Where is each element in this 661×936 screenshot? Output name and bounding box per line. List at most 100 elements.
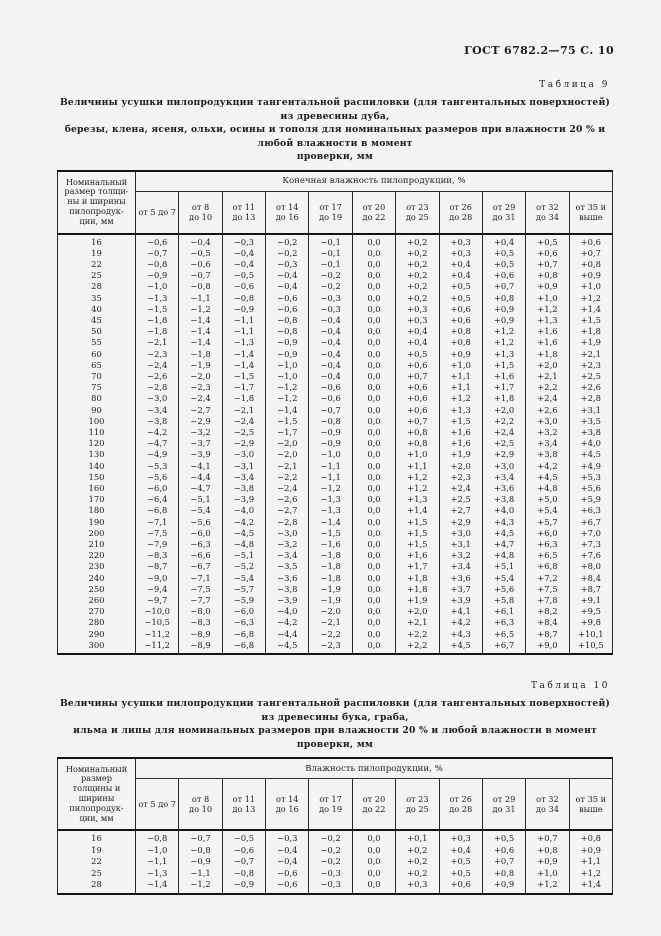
shrinkage-value-cell: −1,2 bbox=[308, 482, 353, 495]
shrinkage-value-cell: −0,2 bbox=[308, 856, 353, 868]
shrinkage-value-cell: +3,1 bbox=[438, 538, 483, 551]
shrinkage-value-cell: −1,4 bbox=[221, 348, 267, 360]
shrinkage-value-cell: +0,2 bbox=[395, 247, 440, 259]
shrinkage-value-cell: −3,1 bbox=[221, 460, 267, 472]
shrinkage-value-cell: +0,7 bbox=[395, 415, 440, 427]
shrinkage-value-cell: −0,4 bbox=[221, 247, 267, 259]
shrinkage-value-cell: +1,2 bbox=[395, 482, 440, 495]
shrinkage-value-cell: +2,6 bbox=[568, 382, 614, 394]
table-9-block: Таблица 9 Величины усушки пилопродукции … bbox=[57, 0, 614, 656]
shrinkage-value-cell: 0,0 bbox=[351, 595, 397, 607]
shrinkage-value-cell: −0,8 bbox=[178, 844, 223, 857]
shrinkage-value-cell: −7,9 bbox=[134, 538, 180, 551]
shrinkage-value-cell: −5,3 bbox=[134, 460, 180, 472]
shrinkage-value-cell: −2,3 bbox=[308, 639, 353, 655]
shrinkage-value-cell: +0,6 bbox=[525, 247, 570, 259]
shrinkage-value-cell: −1,8 bbox=[308, 561, 353, 573]
shrinkage-value-cell: −0,7 bbox=[134, 247, 180, 259]
nominal-size-cell: 290 bbox=[57, 628, 136, 640]
shrinkage-value-cell: −3,0 bbox=[221, 449, 267, 461]
shrinkage-value-cell: −0,2 bbox=[265, 233, 310, 248]
shrinkage-value-cell: −11,2 bbox=[134, 639, 180, 655]
shrinkage-value-cell: +0,2 bbox=[395, 844, 440, 857]
shrinkage-value-cell: +0,7 bbox=[395, 370, 440, 383]
shrinkage-value-cell: +6,3 bbox=[568, 505, 614, 517]
shrinkage-value-cell: 0,0 bbox=[351, 415, 397, 427]
shrinkage-value-cell: −1,0 bbox=[134, 281, 180, 293]
shrinkage-value-cell: +9,0 bbox=[525, 639, 570, 655]
shrinkage-value-cell: −0,6 bbox=[265, 292, 310, 304]
shrinkage-value-cell: −1,3 bbox=[221, 337, 267, 349]
shrinkage-value-cell: −0,3 bbox=[308, 303, 353, 315]
shrinkage-value-cell: +0,7 bbox=[525, 258, 570, 271]
shrinkage-value-cell: 0,0 bbox=[351, 426, 397, 439]
shrinkage-value-cell: −4,4 bbox=[178, 471, 223, 483]
shrinkage-value-cell: −0,9 bbox=[221, 879, 267, 894]
shrinkage-value-cell: +7,3 bbox=[568, 538, 614, 551]
shrinkage-value-cell: +0,3 bbox=[438, 830, 483, 845]
shrinkage-value-cell: −0,4 bbox=[265, 856, 310, 868]
shrinkage-value-cell: −1,4 bbox=[178, 326, 223, 338]
shrinkage-value-cell: −0,2 bbox=[308, 830, 353, 845]
columns-header-row: от 5 до 7 от 8 до 10 от 11 до 13 от 14 до 1… bbox=[58, 191, 614, 234]
shrinkage-value-cell: +5,7 bbox=[525, 516, 570, 528]
shrinkage-value-cell: +1,5 bbox=[481, 359, 527, 371]
shrinkage-value-cell: +8,2 bbox=[525, 606, 570, 618]
shrinkage-value-cell: −0,6 bbox=[134, 233, 180, 248]
shrinkage-value-cell: −0,9 bbox=[308, 438, 353, 450]
shrinkage-value-cell: −0,2 bbox=[308, 281, 353, 293]
shrinkage-value-cell: +2,5 bbox=[481, 438, 527, 450]
shrinkage-value-cell: −2,9 bbox=[178, 415, 223, 427]
shrinkage-value-cell: −0,4 bbox=[308, 314, 353, 327]
shrinkage-value-cell: −0,3 bbox=[308, 867, 353, 880]
shrinkage-value-cell: −5,1 bbox=[221, 550, 267, 562]
shrinkage-value-cell: −0,4 bbox=[308, 337, 353, 349]
shrinkage-value-cell: +0,3 bbox=[438, 247, 483, 259]
shrinkage-value-cell: 0,0 bbox=[351, 233, 397, 248]
shrinkage-value-cell: +7,5 bbox=[525, 583, 570, 595]
shrinkage-value-cell: +1,1 bbox=[438, 370, 483, 383]
shrinkage-value-cell: +3,4 bbox=[438, 561, 483, 573]
shrinkage-value-cell: +8,7 bbox=[568, 583, 614, 595]
shrinkage-value-cell: −0,4 bbox=[265, 844, 310, 857]
shrinkage-value-cell: +2,0 bbox=[481, 404, 527, 416]
shrinkage-value-cell: −4,8 bbox=[221, 538, 267, 551]
shrinkage-value-cell: +10,1 bbox=[568, 628, 614, 640]
shrinkage-value-cell: +7,2 bbox=[525, 572, 570, 584]
shrinkage-value-cell: +4,5 bbox=[481, 527, 527, 539]
shrinkage-value-cell: −2,2 bbox=[308, 628, 353, 640]
shrinkage-value-cell: −0,3 bbox=[221, 233, 267, 248]
shrinkage-value-cell: +1,5 bbox=[395, 538, 440, 551]
shrinkage-value-cell: +0,3 bbox=[395, 303, 440, 315]
shrinkage-value-cell: −2,5 bbox=[221, 426, 267, 439]
shrinkage-value-cell: 0,0 bbox=[351, 844, 397, 857]
shrinkage-value-cell: +7,6 bbox=[568, 550, 614, 562]
shrinkage-value-cell: −4,9 bbox=[134, 449, 180, 461]
shrinkage-value-cell: −0,6 bbox=[308, 382, 353, 394]
shrinkage-value-cell: +1,4 bbox=[395, 505, 440, 517]
shrinkage-value-cell: −0,8 bbox=[265, 326, 310, 338]
shrinkage-value-cell: +4,9 bbox=[568, 460, 614, 472]
shrinkage-value-cell: −1,2 bbox=[178, 879, 223, 894]
shrinkage-value-cell: −3,0 bbox=[134, 393, 180, 405]
nominal-size-cell: 40 bbox=[57, 303, 136, 315]
shrinkage-value-cell: −2,3 bbox=[178, 382, 223, 394]
shrinkage-value-cell: +5,4 bbox=[525, 505, 570, 517]
shrinkage-value-cell: +1,2 bbox=[525, 879, 570, 894]
shrinkage-value-cell: −1,1 bbox=[178, 292, 223, 304]
shrinkage-value-cell: −4,2 bbox=[265, 617, 310, 629]
shrinkage-value-cell: +0,2 bbox=[395, 270, 440, 282]
nominal-size-cell: 65 bbox=[57, 359, 136, 371]
shrinkage-value-cell: −0,6 bbox=[221, 844, 267, 857]
shrinkage-value-cell: −2,4 bbox=[265, 482, 310, 495]
shrinkage-value-cell: +1,4 bbox=[568, 879, 614, 894]
shrinkage-value-cell: −0,8 bbox=[265, 314, 310, 327]
shrinkage-value-cell: −1,9 bbox=[308, 583, 353, 595]
shrinkage-value-cell: −0,4 bbox=[308, 348, 353, 360]
shrinkage-value-cell: −1,3 bbox=[134, 867, 180, 880]
nominal-size-cell: 50 bbox=[57, 326, 136, 338]
table-row: 16 −0,6 −0,4 −0,3 −0,2 −0,1 0,0 +0,2 +0,3 +0,4 +0,… bbox=[57, 233, 614, 248]
shrinkage-value-cell: −1,9 bbox=[308, 595, 353, 607]
shrinkage-value-cell: −2,1 bbox=[134, 337, 180, 349]
